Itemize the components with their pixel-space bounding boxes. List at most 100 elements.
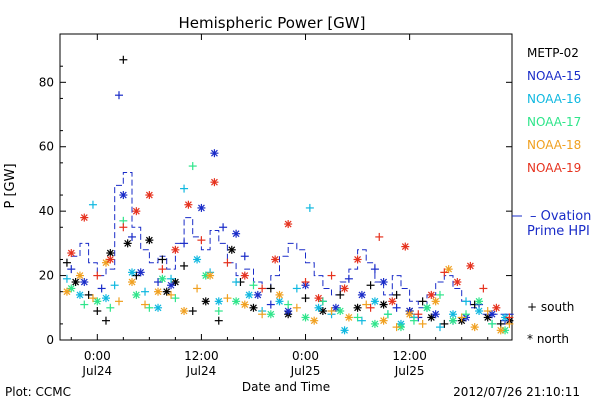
south-point: [119, 55, 128, 64]
north-point: [167, 281, 176, 290]
north-point: [62, 287, 71, 296]
north-point: [488, 310, 497, 319]
north-point: [132, 207, 141, 216]
south-point: [188, 162, 197, 171]
south-point: [284, 300, 293, 309]
north-point: [210, 149, 219, 158]
north-point: [101, 294, 110, 303]
south-point: [197, 236, 206, 245]
north-point: [232, 297, 241, 306]
north-point: [379, 278, 388, 287]
south-point: [62, 274, 71, 283]
legend-item: NOAA-17: [527, 115, 581, 129]
south-point: [158, 255, 167, 264]
south-point: [479, 284, 488, 293]
legend-item: NOAA-15: [527, 69, 581, 83]
north-point: [370, 319, 379, 328]
north-point: [240, 271, 249, 280]
south-point: [418, 297, 427, 306]
x-tick-time-label: 12:00: [184, 349, 219, 363]
north-point: [119, 191, 128, 200]
south-point: [84, 290, 93, 299]
south-point: [171, 294, 180, 303]
north-point: [318, 307, 327, 316]
north-point: [275, 290, 284, 299]
south-point: [223, 294, 232, 303]
south-point: [266, 300, 275, 309]
south-point: [223, 258, 232, 267]
plot-credit: Plot: CCMC: [5, 385, 71, 399]
south-point: [409, 316, 418, 325]
north-point: [266, 310, 275, 319]
north-point: [405, 310, 414, 319]
south-point: [301, 294, 310, 303]
north-point: [171, 278, 180, 287]
north-point: [475, 297, 484, 306]
north-point: [214, 297, 223, 306]
south-point: [370, 265, 379, 274]
north-point: [101, 258, 110, 267]
north-point: [496, 326, 505, 335]
south-point: [392, 323, 401, 332]
north-point: [154, 287, 163, 296]
chart-title: Hemispheric Power [GW]: [179, 14, 366, 32]
south-point: [232, 278, 241, 287]
north-point: [201, 297, 210, 306]
north-point: [284, 220, 293, 229]
south-point: [266, 284, 275, 293]
south-point: [488, 319, 497, 328]
south-point: [392, 303, 401, 312]
south-point: [440, 268, 449, 277]
south-point: [193, 284, 202, 293]
south-point: [128, 232, 137, 241]
north-point: [75, 290, 84, 299]
north-point: [301, 313, 310, 322]
x-tick-date-label: Jul25: [394, 364, 425, 378]
ovation-legend-label-line1: – Ovation: [530, 209, 591, 224]
legend-item: NOAA-16: [527, 92, 581, 106]
south-point: [414, 310, 423, 319]
plot-timestamp: 2012/07/26 21:10:11: [453, 385, 580, 399]
south-point: [158, 265, 167, 274]
y-tick-label: 40: [39, 204, 54, 218]
north-point: [193, 255, 202, 264]
south-point: [219, 223, 228, 232]
north-point: [427, 290, 436, 299]
south-point: [366, 281, 375, 290]
north-point: [106, 255, 115, 264]
north-point: [444, 265, 453, 274]
ovation-line-group: [71, 172, 514, 315]
south-point: [141, 287, 150, 296]
x-tick-date-label: Jul25: [290, 364, 321, 378]
south-point: [258, 284, 267, 293]
north-point: [232, 229, 241, 238]
south-point: [249, 281, 258, 290]
north-point: [240, 300, 249, 309]
south-point: [167, 290, 176, 299]
south-point: [180, 261, 189, 270]
north-point: [336, 307, 345, 316]
south-point: [167, 274, 176, 283]
south-point: [418, 319, 427, 328]
south-point: [462, 297, 471, 306]
north-point: [210, 178, 219, 187]
north-point: [310, 316, 319, 325]
south-point: [344, 274, 353, 283]
north-point: [331, 303, 340, 312]
north-point: [253, 290, 262, 299]
y-axis-label: P [GW]: [3, 163, 18, 208]
y-tick-label: 20: [39, 269, 54, 283]
north-point: [388, 297, 397, 306]
south-point: [292, 303, 301, 312]
north-point: [470, 323, 479, 332]
south-point: [327, 271, 336, 280]
north-point: [379, 316, 388, 325]
south-point: [88, 294, 97, 303]
south-point: [214, 316, 223, 325]
north-point: [71, 278, 80, 287]
north-point: [245, 290, 254, 299]
north-point: [154, 303, 163, 312]
south-point: [188, 307, 197, 316]
